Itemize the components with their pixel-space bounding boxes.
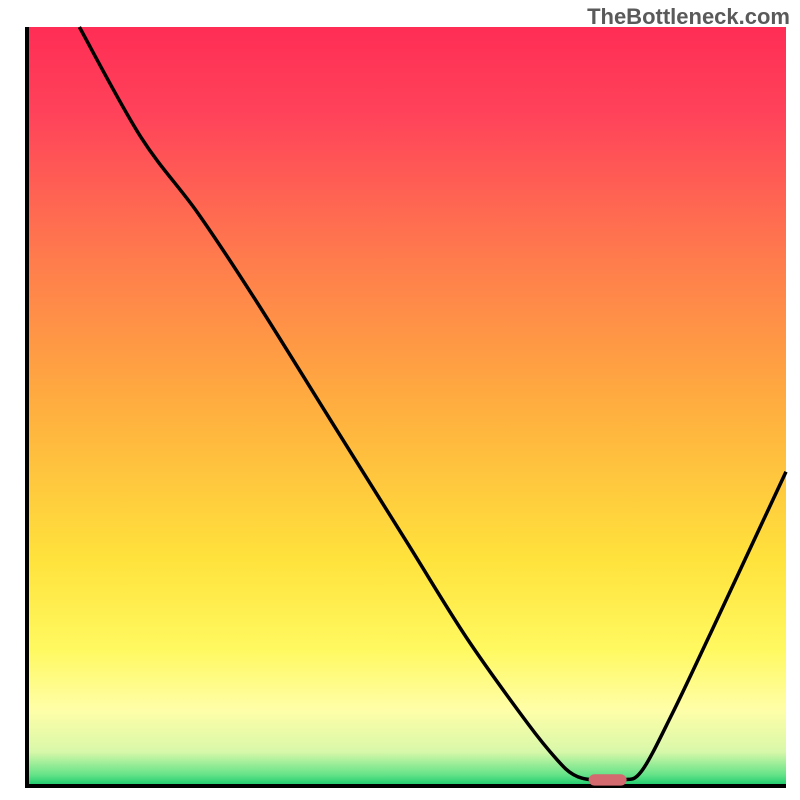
gradient-background bbox=[27, 27, 786, 786]
bottleneck-chart bbox=[0, 0, 800, 800]
watermark-text: TheBottleneck.com bbox=[587, 4, 790, 30]
optimal-marker bbox=[589, 774, 627, 785]
